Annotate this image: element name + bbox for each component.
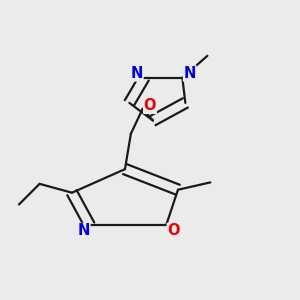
Text: N: N	[184, 66, 196, 81]
Text: N: N	[130, 66, 143, 81]
Text: O: O	[167, 224, 180, 238]
Text: N: N	[78, 224, 90, 238]
Text: O: O	[144, 98, 156, 113]
